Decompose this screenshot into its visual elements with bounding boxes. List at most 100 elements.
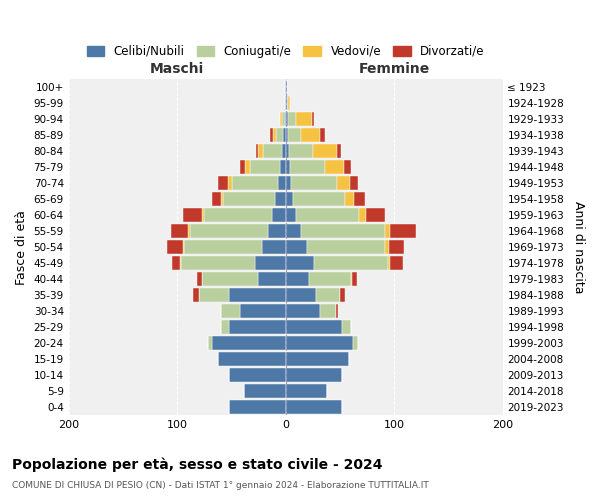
- Bar: [290, 160, 325, 174]
- Bar: [390, 256, 403, 270]
- Bar: [359, 208, 366, 222]
- Bar: [276, 128, 283, 142]
- Legend: Celibi/Nubili, Coniugati/e, Vedovi/e, Divorzati/e: Celibi/Nubili, Coniugati/e, Vedovi/e, Di…: [83, 42, 488, 62]
- Text: Popolazione per età, sesso e stato civile - 2024: Popolazione per età, sesso e stato civil…: [12, 458, 383, 472]
- Bar: [182, 240, 184, 254]
- Text: COMUNE DI CHIUSA DI PESIO (CN) - Dati ISTAT 1° gennaio 2024 - Elaborazione TUTTI: COMUNE DI CHIUSA DI PESIO (CN) - Dati IS…: [12, 481, 429, 490]
- Bar: [390, 224, 416, 238]
- Bar: [283, 144, 286, 158]
- Bar: [389, 240, 404, 254]
- Bar: [340, 288, 345, 302]
- Bar: [280, 160, 286, 174]
- Bar: [286, 80, 287, 94]
- Bar: [286, 224, 301, 238]
- Bar: [286, 240, 307, 254]
- Bar: [320, 304, 335, 318]
- Bar: [256, 144, 259, 158]
- Bar: [182, 208, 202, 222]
- Bar: [204, 208, 272, 222]
- Bar: [366, 208, 385, 222]
- Bar: [289, 144, 313, 158]
- Bar: [286, 256, 314, 270]
- Bar: [314, 256, 388, 270]
- Bar: [229, 368, 286, 382]
- Bar: [286, 208, 296, 222]
- Bar: [287, 96, 288, 110]
- Bar: [193, 288, 199, 302]
- Bar: [245, 160, 250, 174]
- Bar: [197, 272, 202, 286]
- Bar: [286, 352, 349, 366]
- Bar: [286, 160, 290, 174]
- Bar: [202, 272, 259, 286]
- Bar: [199, 288, 229, 302]
- Bar: [307, 240, 385, 254]
- Bar: [385, 224, 390, 238]
- Text: Maschi: Maschi: [150, 62, 204, 76]
- Bar: [286, 112, 288, 126]
- Bar: [337, 144, 341, 158]
- Bar: [170, 224, 188, 238]
- Bar: [325, 160, 344, 174]
- Bar: [212, 336, 286, 350]
- Bar: [354, 192, 365, 206]
- Bar: [272, 208, 286, 222]
- Bar: [218, 352, 286, 366]
- Bar: [337, 176, 350, 190]
- Bar: [212, 192, 221, 206]
- Bar: [296, 112, 311, 126]
- Bar: [188, 224, 190, 238]
- Bar: [229, 400, 286, 414]
- Y-axis label: Fasce di età: Fasce di età: [15, 210, 28, 284]
- Bar: [221, 192, 223, 206]
- Bar: [388, 256, 390, 270]
- Bar: [288, 112, 296, 126]
- Bar: [272, 128, 276, 142]
- Bar: [342, 320, 350, 334]
- Bar: [286, 96, 287, 110]
- Bar: [301, 224, 385, 238]
- Bar: [344, 160, 350, 174]
- Bar: [283, 112, 284, 126]
- Bar: [283, 128, 286, 142]
- Bar: [278, 176, 286, 190]
- Bar: [311, 112, 314, 126]
- Bar: [293, 192, 345, 206]
- Bar: [228, 176, 232, 190]
- Bar: [218, 176, 228, 190]
- Bar: [286, 128, 288, 142]
- Bar: [271, 128, 272, 142]
- Bar: [172, 256, 181, 270]
- Bar: [320, 128, 325, 142]
- Bar: [335, 304, 338, 318]
- Bar: [259, 272, 286, 286]
- Bar: [268, 224, 286, 238]
- Bar: [280, 112, 283, 126]
- Bar: [262, 240, 286, 254]
- Bar: [202, 208, 204, 222]
- Bar: [255, 256, 286, 270]
- Bar: [286, 272, 310, 286]
- Bar: [190, 224, 268, 238]
- Bar: [286, 144, 289, 158]
- Bar: [221, 320, 229, 334]
- Bar: [232, 176, 278, 190]
- Bar: [284, 112, 286, 126]
- Bar: [286, 336, 353, 350]
- Bar: [310, 272, 350, 286]
- Bar: [286, 400, 342, 414]
- Bar: [240, 304, 286, 318]
- Bar: [385, 240, 389, 254]
- Bar: [184, 240, 262, 254]
- Bar: [350, 176, 358, 190]
- Bar: [301, 128, 320, 142]
- Bar: [286, 304, 320, 318]
- Bar: [350, 272, 352, 286]
- Bar: [229, 320, 286, 334]
- Bar: [221, 304, 240, 318]
- Bar: [291, 176, 337, 190]
- Bar: [352, 272, 357, 286]
- Bar: [286, 320, 342, 334]
- Bar: [313, 144, 337, 158]
- Bar: [286, 288, 316, 302]
